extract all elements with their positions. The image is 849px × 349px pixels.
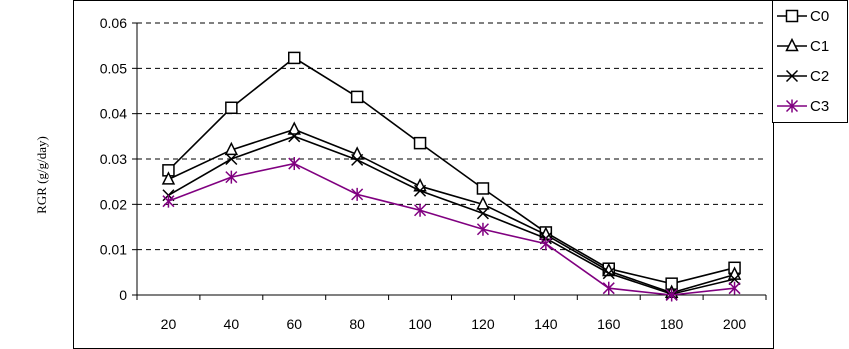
y-tick-label: 0.02 [100, 196, 127, 212]
x-tick-label: 120 [471, 316, 495, 332]
chart-area-border [73, 0, 774, 349]
series-line-C3 [168, 162, 735, 296]
x-tick-label: 140 [534, 316, 558, 332]
legend: C0 C1 C2 C3 [777, 8, 829, 115]
data-point-C1 [476, 196, 490, 210]
data-point-C3 [225, 170, 238, 184]
data-point-C3 [728, 281, 741, 295]
data-point-C1 [224, 141, 239, 156]
data-point-C3 [288, 157, 301, 171]
data-point-C2 [602, 267, 615, 280]
data-point-C0 [476, 182, 490, 195]
series-C1 [161, 121, 742, 298]
data-point-C3 [602, 281, 615, 295]
x-tick-label: 200 [723, 316, 747, 332]
data-point-C3 [162, 194, 175, 208]
legend-marker [785, 37, 799, 52]
y-tick-label: 0 [119, 287, 127, 303]
data-point-C3 [539, 237, 552, 251]
legend-item-C0: C0 [777, 8, 829, 25]
data-point-C2 [351, 153, 364, 166]
data-point-C3 [665, 288, 678, 302]
series-line-C1 [168, 128, 735, 294]
y-tick-label: 0.03 [100, 151, 127, 167]
legend-marker [785, 99, 799, 113]
gridlines [132, 22, 766, 296]
data-point-C0 [413, 136, 427, 150]
legend-label: C3 [810, 98, 829, 115]
legend-label: C0 [810, 8, 829, 25]
legend-marker [785, 69, 799, 83]
data-point-C3 [351, 187, 364, 201]
data-point-C3 [476, 222, 489, 236]
data-point-C2 [728, 273, 741, 286]
y-tick-label: 0.06 [100, 15, 127, 31]
y-tick-label: 0.04 [100, 106, 127, 122]
data-point-C1 [287, 121, 301, 135]
x-tick-label: 180 [660, 316, 684, 332]
x-tick-label: 160 [597, 316, 621, 332]
axes [136, 23, 767, 300]
y-tick-label: 0.01 [100, 242, 127, 258]
legend-label: C2 [810, 68, 829, 85]
data-point-C3 [414, 203, 427, 217]
data-point-C1 [161, 171, 176, 185]
data-point-C0 [288, 51, 301, 65]
series-C3 [162, 157, 741, 302]
x-tick-label: 20 [161, 316, 177, 332]
x-tick-labels: 20 40 60 80 100 120 140 160 180 200 [161, 316, 747, 332]
y-tick-labels: 0 0.01 0.02 0.03 0.04 0.05 0.06 [100, 15, 127, 303]
data-point-C2 [288, 130, 301, 143]
legend-label: C1 [810, 38, 829, 55]
x-tick-label: 100 [408, 316, 432, 332]
series-line-C2 [168, 135, 735, 295]
y-tick-label: 0.05 [100, 60, 127, 76]
series-group [161, 51, 742, 302]
series-line-C0 [167, 56, 735, 285]
data-point-C2 [225, 152, 238, 166]
legend-box [772, 0, 848, 123]
data-point-C2 [414, 184, 427, 197]
legend-item-C1: C1 [777, 37, 829, 55]
data-point-C0 [225, 101, 238, 115]
legend-item-C3: C3 [777, 98, 829, 115]
legend-marker [785, 9, 799, 23]
y-axis-label: RGR (g/g/day) [34, 136, 49, 214]
legend-item-C2: C2 [777, 68, 829, 85]
data-point-C2 [476, 207, 489, 220]
data-point-C0 [350, 90, 364, 104]
x-tick-label: 40 [224, 316, 240, 332]
x-tick-label: 60 [286, 316, 302, 332]
x-tick-label: 80 [349, 316, 365, 332]
